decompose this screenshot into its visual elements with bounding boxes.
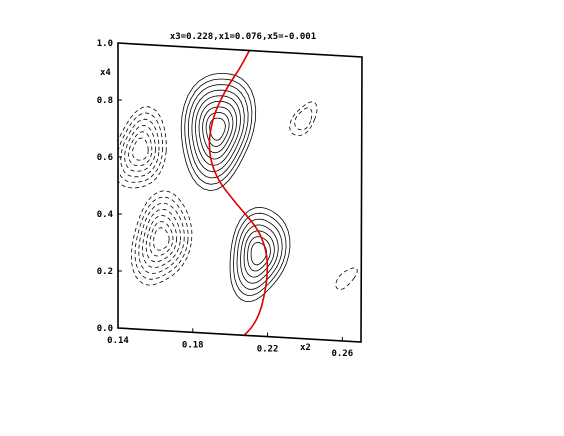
contour-line (118, 106, 167, 189)
contour-line (202, 106, 234, 154)
contour-line (141, 208, 181, 269)
y-tick-label: 1.0 (97, 39, 113, 49)
contour-line (205, 112, 230, 147)
contour-line (236, 218, 283, 290)
x-tick-label: 0.14 (107, 336, 129, 346)
contour-line (198, 101, 238, 160)
y-tick-label: 0.4 (97, 210, 114, 220)
contour-line (335, 267, 358, 290)
contour-line (138, 202, 185, 274)
contour-line (145, 215, 178, 263)
contour-line (124, 125, 156, 172)
plot-frame (117, 42, 363, 343)
highlight-curve (208, 50, 269, 336)
axis-ticks: 0.14 0.18 0.22 0.26 0.0 0.2 0.4 0.6 0.8 1.0 (97, 39, 353, 359)
x-tick-label: 0.18 (182, 340, 204, 350)
x-tick-label: 0.26 (331, 349, 353, 359)
contour-line (209, 117, 226, 141)
contour-line (130, 190, 193, 286)
y-tick-label: 0.8 (97, 96, 113, 106)
contour-line (118, 112, 164, 183)
contour-line (149, 221, 174, 257)
contour-line (132, 137, 149, 161)
contour-line (191, 89, 245, 173)
highlight-curve-group (208, 50, 269, 336)
contour-line (184, 78, 253, 185)
y-tick-label: 0.6 (97, 153, 113, 163)
y-axis-label: x4 (100, 68, 111, 78)
contour-line (128, 131, 153, 167)
contour-line (153, 227, 170, 251)
contour-line (187, 84, 249, 179)
contour-line (194, 95, 241, 166)
y-tick-label: 0.2 (97, 267, 113, 277)
contour-line (180, 73, 257, 192)
contour-line (289, 101, 318, 136)
chart-title: x3=0.228,x1=0.076,x5=-0.001 (170, 32, 316, 42)
contour-line (233, 212, 287, 296)
x-tick-label: 0.22 (257, 345, 279, 355)
contour-line (250, 242, 268, 266)
contour-line (229, 206, 291, 302)
y-tick-label: 0.0 (97, 324, 113, 334)
contour-line (240, 224, 279, 284)
contour-lines (118, 73, 358, 302)
contour-line (247, 236, 271, 272)
x-axis-label: x2 (300, 343, 311, 353)
contour-line (294, 107, 313, 131)
contour-line (243, 230, 275, 278)
contour-line (134, 196, 189, 280)
